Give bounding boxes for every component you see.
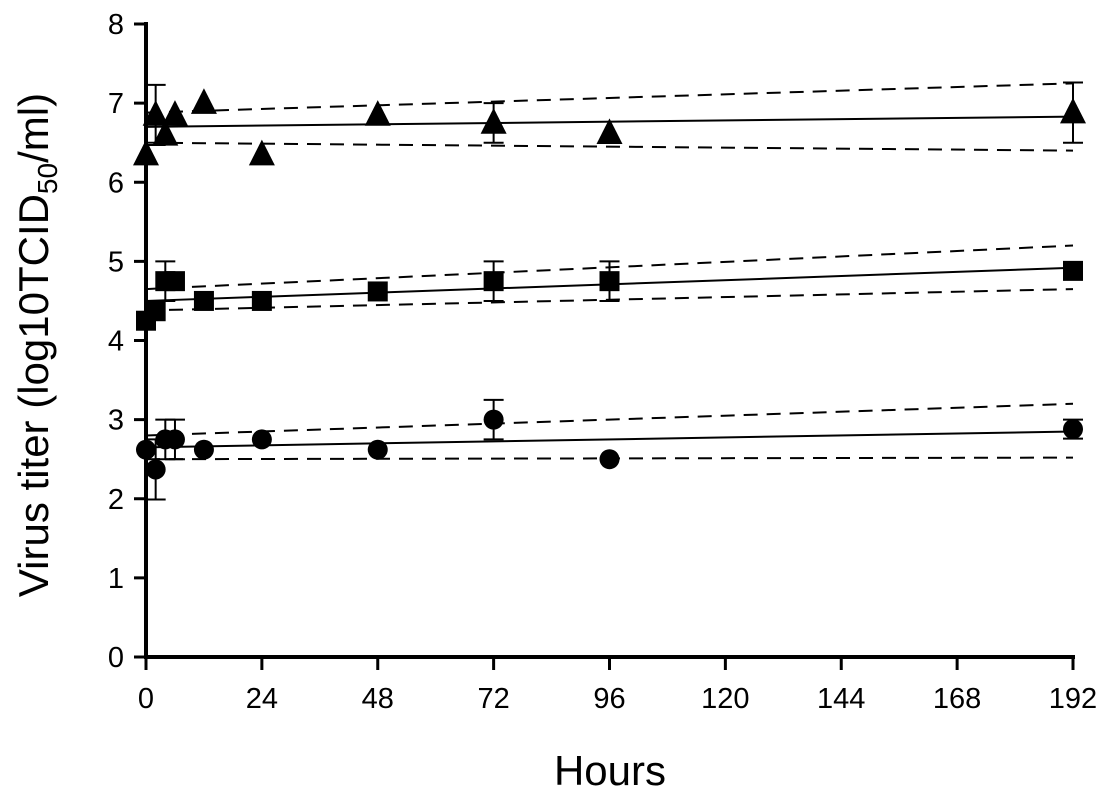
data-point-circle [145,459,166,480]
x-tick-label: 0 [138,683,154,715]
confidence-band-upper [145,402,1074,437]
y-tick-label: 2 [108,484,124,516]
x-tick-label: 72 [477,683,509,715]
x-tick-label: 192 [1049,683,1097,715]
x-tick-label: 24 [246,683,278,715]
data-point-triangle [161,100,188,126]
data-point-triangle [248,139,275,166]
y-tick-label: 6 [108,167,124,199]
series-layer [133,81,1086,501]
y-axis-title: Virus titer (log10TCID50/ml) [10,93,63,597]
data-point-square [599,271,620,292]
x-tick-label: 168 [933,683,981,715]
y-tick-label: 1 [108,563,124,595]
data-point-circle [136,439,156,460]
data-point-square [367,281,388,302]
y-ticks: 0 1 2 3 4 5 6 7 8 [108,9,146,674]
confidence-band-lower [145,141,1074,152]
y-tick-label: 7 [108,88,124,120]
y-tick-label: 8 [108,9,124,41]
data-point-square [483,271,504,292]
data-point-circle [251,429,272,450]
y-axis-title-suffix: /ml) [10,93,57,163]
data-point-circle [599,449,620,470]
data-point-triangle [596,118,623,144]
series-triangle [133,81,1086,166]
y-tick-label: 5 [108,246,124,278]
y-axis-title-subscript: 50 [32,163,63,194]
data-point-triangle [1060,97,1086,124]
data-point-circle [1063,419,1083,440]
data-point-circle [193,439,214,460]
x-tick-label: 96 [593,683,625,715]
data-point-square [193,290,214,311]
data-point-triangle [133,139,159,166]
data-point-triangle [190,88,217,114]
data-point-triangle [364,100,391,126]
series-square [136,244,1083,331]
data-point-circle [164,429,185,450]
data-point-square [1063,260,1083,281]
y-tick-label: 0 [108,642,124,674]
data-point-square [251,290,272,311]
data-point-triangle [152,119,179,146]
series-circle [136,398,1083,501]
x-tick-label: 48 [362,683,394,715]
x-axis-title: Hours [554,747,666,794]
data-point-triangle [142,100,169,126]
x-tick-label: 120 [701,683,749,715]
x-tick-label: 144 [817,683,865,715]
data-point-circle [483,409,504,430]
data-point-square [145,301,166,322]
y-tick-label: 3 [108,405,124,437]
data-point-circle [367,439,388,460]
y-tick-label: 4 [108,326,124,358]
data-point-square [164,271,185,292]
x-ticks: 0 24 48 72 96 120 144 168 192 [138,657,1097,715]
regression-line [145,430,1074,449]
confidence-band-upper [145,82,1074,114]
data-point-triangle [480,108,507,134]
y-axis-title-prefix: Virus titer (log10TCID [10,194,57,597]
